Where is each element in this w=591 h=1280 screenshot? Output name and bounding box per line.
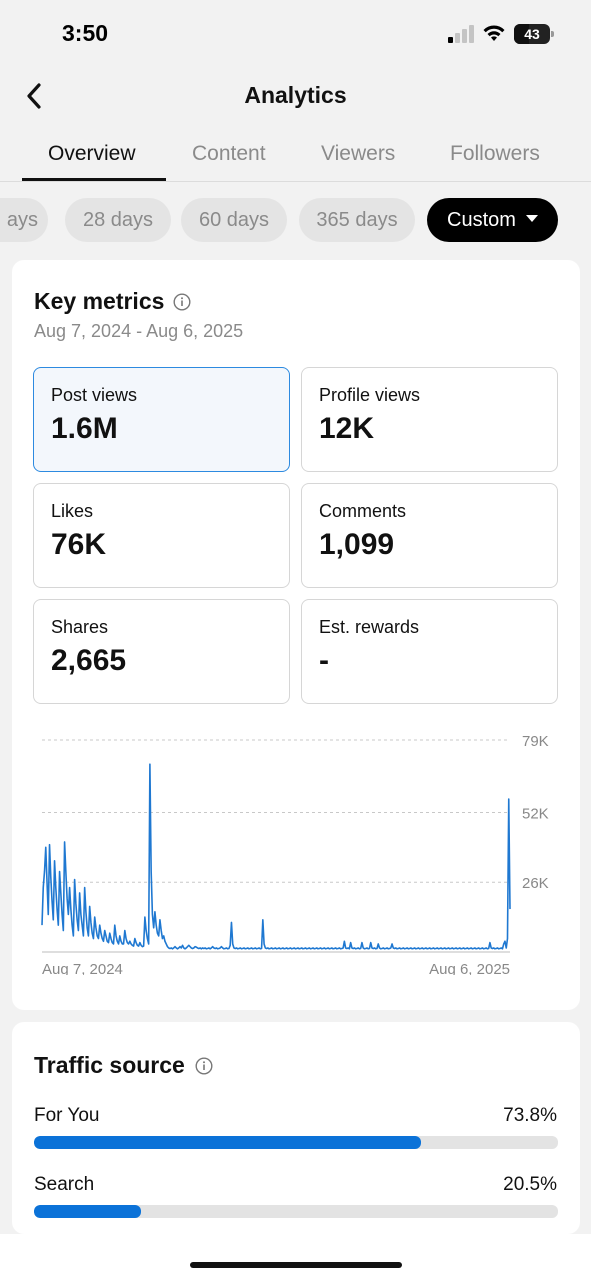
metric-label: Likes xyxy=(51,501,94,521)
home-indicator[interactable] xyxy=(190,1262,402,1268)
metric-label: Post views xyxy=(51,385,138,405)
back-button[interactable] xyxy=(16,78,52,114)
y-tick-label: 79K xyxy=(522,733,549,750)
info-icon[interactable] xyxy=(173,293,191,311)
date-range-label: Aug 7, 2024 - Aug 6, 2025 xyxy=(34,321,244,341)
y-tick-label: 26K xyxy=(522,875,549,892)
battery-level: 43 xyxy=(524,26,540,42)
traffic-source-title: Traffic source xyxy=(34,1052,185,1078)
battery-body: 43 xyxy=(514,24,550,44)
chip-custom-label: Custom xyxy=(447,209,516,231)
cellular-signal-icon xyxy=(448,25,474,43)
tab-followers[interactable]: Followers xyxy=(450,142,540,165)
x-start-label: Aug 7, 2024 xyxy=(42,961,123,975)
x-end-label: Aug 6, 2025 xyxy=(429,961,510,975)
metric-value: 76K xyxy=(51,528,107,561)
active-tab-indicator xyxy=(22,178,166,181)
metric-value: - xyxy=(319,644,329,677)
post-views-series-line xyxy=(41,763,511,950)
tab-viewers[interactable]: Viewers xyxy=(321,142,396,165)
wifi-icon xyxy=(483,25,505,41)
metric-label: Profile views xyxy=(319,385,421,405)
chip-365-days[interactable]: 365 days xyxy=(299,198,415,242)
traffic-source-bar-track xyxy=(34,1136,558,1149)
battery-fill xyxy=(514,24,530,44)
metric-label: Comments xyxy=(319,501,407,521)
metric-likes[interactable]: Likes 76K xyxy=(33,483,290,588)
traffic-source-percent: 73.8% xyxy=(503,1105,557,1126)
metric-value: 2,665 xyxy=(51,644,127,677)
caret-down-icon xyxy=(525,215,538,223)
metric-shares[interactable]: Shares 2,665 xyxy=(33,599,290,704)
chip-7-days[interactable]: ays xyxy=(0,198,48,242)
date-range-chips: ays 28 days 60 days 365 days Custom xyxy=(0,198,591,244)
chip-60-days[interactable]: 60 days xyxy=(181,198,287,242)
status-time: 3:50 xyxy=(62,20,109,46)
metric-profile-views[interactable]: Profile views 12K xyxy=(301,367,558,472)
traffic-source-bar-track xyxy=(34,1205,558,1218)
traffic-source-bar-fill xyxy=(34,1205,142,1218)
y-tick-label: 52K xyxy=(522,805,549,822)
status-bar: 3:50 43 xyxy=(0,0,591,70)
tab-content[interactable]: Content xyxy=(192,142,266,165)
post-views-line-chart[interactable]: 79K 52K 26K Aug 7, 2024 Aug 6, 2025 xyxy=(12,725,580,975)
metric-est-rewards[interactable]: Est. rewards - xyxy=(301,599,558,704)
metric-comments[interactable]: Comments 1,099 xyxy=(301,483,558,588)
battery-icon: 43 xyxy=(514,24,554,44)
nav-header: Analytics xyxy=(0,70,591,122)
chip-custom[interactable]: Custom xyxy=(427,198,558,242)
metric-label: Est. rewards xyxy=(319,617,420,637)
chip-28-days[interactable]: 28 days xyxy=(65,198,171,242)
traffic-source-percent: 20.5% xyxy=(503,1174,557,1195)
metric-value: 1.6M xyxy=(51,412,118,445)
battery-tip xyxy=(551,31,554,37)
metric-value: 12K xyxy=(319,412,375,445)
page-title: Analytics xyxy=(244,82,347,108)
info-icon[interactable] xyxy=(195,1057,213,1075)
metric-label: Shares xyxy=(51,617,109,637)
tab-overview[interactable]: Overview xyxy=(48,142,136,165)
key-metrics-card: Key metrics Aug 7, 2024 - Aug 6, 2025 Po… xyxy=(12,260,580,1010)
key-metrics-title: Key metrics xyxy=(34,288,165,314)
traffic-source-card: Traffic source For You 73.8% Search 20.5… xyxy=(12,1022,580,1234)
metric-post-views[interactable]: Post views 1.6M xyxy=(33,367,290,472)
traffic-source-label: For You xyxy=(34,1105,100,1126)
traffic-source-bar-fill xyxy=(34,1136,421,1149)
home-indicator-area xyxy=(0,1234,591,1280)
traffic-source-label: Search xyxy=(34,1174,95,1195)
tab-bar: Overview Content Viewers Followers xyxy=(0,134,591,182)
chevron-left-icon xyxy=(27,83,41,109)
metric-value: 1,099 xyxy=(319,528,395,561)
